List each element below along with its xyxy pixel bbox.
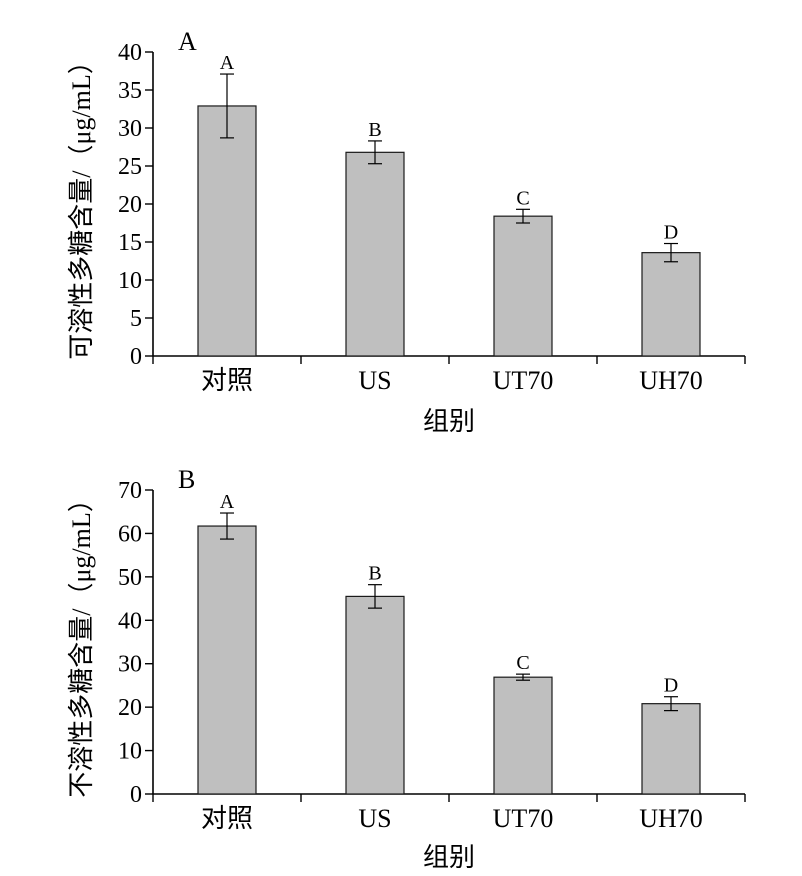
chart-panel-b: 0 10 20 30 40 50 60 70 A 对照 B US C UT70 D UH70 B 组别 不溶性多糖含… — [67, 465, 746, 872]
x-axis-title: 组别 — [423, 843, 475, 872]
x-category-label: 对照 — [201, 804, 253, 833]
x-category-label: US — [358, 804, 391, 833]
y-tick-label: 40 — [118, 40, 142, 66]
significance-label: A — [220, 491, 235, 513]
x-category-label: US — [358, 366, 391, 395]
chart-panel-a: 0 5 10 15 20 25 30 35 40 A 对照 B US C UT70 D UH70 A 组别 可溶性多糖… — [67, 27, 746, 436]
x-category-label: UT70 — [493, 804, 554, 833]
y-tick-label: 5 — [130, 306, 142, 332]
bar — [345, 151, 405, 357]
bar — [641, 252, 701, 357]
y-tick-label: 60 — [118, 521, 142, 547]
significance-label: C — [516, 652, 529, 674]
y-tick-label: 0 — [130, 344, 142, 370]
y-tick-label: 20 — [118, 192, 142, 218]
bar — [641, 703, 701, 795]
x-category-label: 对照 — [201, 366, 253, 395]
bar — [493, 215, 553, 357]
y-tick-label: 10 — [118, 739, 142, 765]
y-tick-label: 35 — [118, 78, 142, 104]
significance-label: D — [664, 675, 678, 697]
y-tick-label: 70 — [118, 478, 142, 504]
y-tick-label: 40 — [118, 608, 142, 634]
y-tick-label: 20 — [118, 695, 142, 721]
y-axis-title: 不溶性多糖含量/（μg/mL） — [67, 486, 96, 798]
y-axis-title: 可溶性多糖含量/（μg/mL） — [67, 48, 96, 360]
x-axis-title: 组别 — [423, 407, 475, 436]
y-tick-label: 10 — [118, 268, 142, 294]
y-tick-label: 15 — [118, 230, 142, 256]
x-category-label: UT70 — [493, 366, 554, 395]
x-category-label: UH70 — [639, 366, 703, 395]
bar — [197, 525, 257, 795]
bar — [197, 105, 257, 357]
panel-label: A — [178, 27, 197, 56]
bar — [345, 595, 405, 795]
y-tick-label: 50 — [118, 565, 142, 591]
x-category-label: UH70 — [639, 804, 703, 833]
y-tick-label: 30 — [118, 116, 142, 142]
y-tick-label: 0 — [130, 782, 142, 808]
significance-label: C — [516, 187, 529, 209]
significance-label: B — [368, 563, 381, 585]
bar — [493, 676, 553, 795]
significance-label: A — [220, 52, 235, 74]
significance-label: B — [368, 119, 381, 141]
significance-label: D — [664, 222, 678, 244]
y-tick-label: 30 — [118, 652, 142, 678]
panel-label: B — [178, 465, 195, 494]
y-tick-label: 25 — [118, 154, 142, 180]
